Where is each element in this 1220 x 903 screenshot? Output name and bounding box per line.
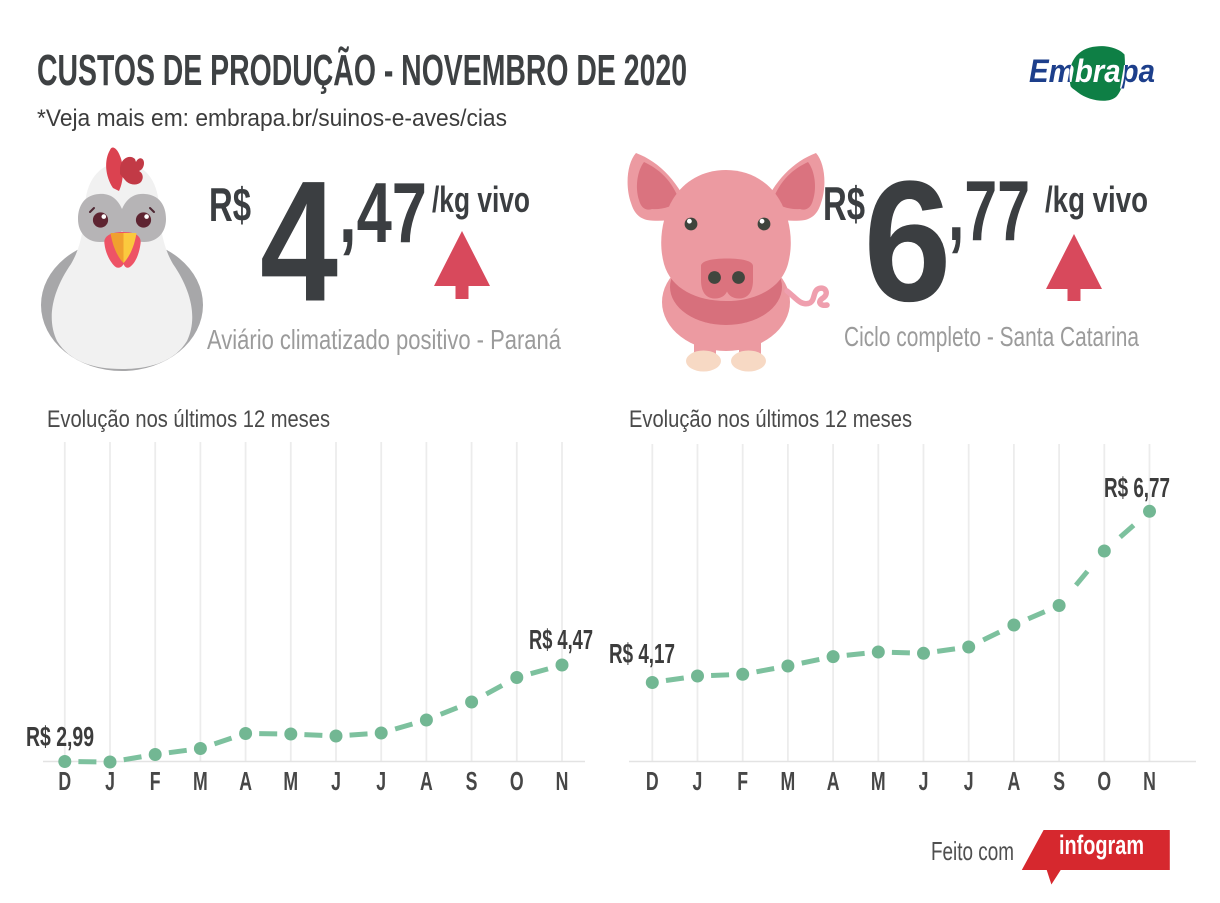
svg-text:R$ 6,77: R$ 6,77 — [1104, 472, 1170, 503]
svg-text:6: 6 — [864, 146, 952, 338]
svg-text:A: A — [239, 767, 252, 796]
svg-text:4: 4 — [260, 146, 338, 338]
svg-text:Evolução nos últimos 12 meses: Evolução nos últimos 12 meses — [47, 406, 330, 433]
svg-text:A: A — [420, 767, 433, 796]
svg-text:CUSTOS DE PRODUÇÃO - NOVEMBRO: CUSTOS DE PRODUÇÃO - NOVEMBRO DE 2020 — [37, 45, 687, 95]
svg-text:R$ 4,47: R$ 4,47 — [529, 624, 593, 655]
svg-text:J: J — [376, 767, 386, 796]
svg-text:Embrapa: Embrapa — [1029, 53, 1155, 89]
svg-text:N: N — [1143, 767, 1156, 796]
svg-text:S: S — [466, 767, 478, 796]
svg-text:/kg vivo: /kg vivo — [432, 179, 530, 220]
svg-text:M: M — [193, 767, 208, 796]
svg-text:Embrapa: Embrapa — [1029, 53, 1155, 89]
svg-text:F: F — [150, 767, 161, 796]
svg-text:S: S — [1053, 767, 1065, 796]
svg-text:M: M — [283, 767, 298, 796]
svg-text:Evolução nos últimos 12 meses: Evolução nos últimos 12 meses — [629, 406, 912, 433]
svg-text:D: D — [58, 767, 71, 796]
svg-text:,77: ,77 — [948, 164, 1030, 259]
svg-text:O: O — [510, 767, 524, 796]
svg-text:J: J — [919, 767, 929, 796]
svg-text:*Veja mais em: embrapa.br/suin: *Veja mais em: embrapa.br/suinos-e-aves/… — [37, 105, 507, 132]
svg-text:A: A — [827, 767, 840, 796]
svg-text:M: M — [871, 767, 886, 796]
svg-text:M: M — [781, 767, 796, 796]
svg-text:R$: R$ — [209, 178, 251, 231]
svg-text:J: J — [693, 767, 703, 796]
svg-text:A: A — [1007, 767, 1020, 796]
svg-text:O: O — [1097, 767, 1111, 796]
svg-text:J: J — [105, 767, 115, 796]
svg-text:D: D — [646, 767, 659, 796]
svg-text:J: J — [964, 767, 974, 796]
svg-text:Aviário climatizado positivo -: Aviário climatizado positivo - Paraná — [207, 324, 561, 355]
svg-text:/kg vivo: /kg vivo — [1045, 179, 1148, 220]
svg-text:infogram: infogram — [1059, 830, 1144, 860]
svg-text:Feito com: Feito com — [931, 836, 1014, 866]
svg-text:J: J — [331, 767, 341, 796]
svg-text:R$: R$ — [823, 177, 865, 230]
svg-text:R$ 2,99: R$ 2,99 — [26, 721, 94, 752]
svg-text:,47: ,47 — [339, 166, 427, 261]
svg-text:F: F — [737, 767, 748, 796]
svg-text:R$ 4,17: R$ 4,17 — [609, 638, 675, 669]
svg-text:N: N — [556, 767, 569, 796]
svg-text:Ciclo completo - Santa Catarin: Ciclo completo - Santa Catarina — [844, 321, 1139, 352]
